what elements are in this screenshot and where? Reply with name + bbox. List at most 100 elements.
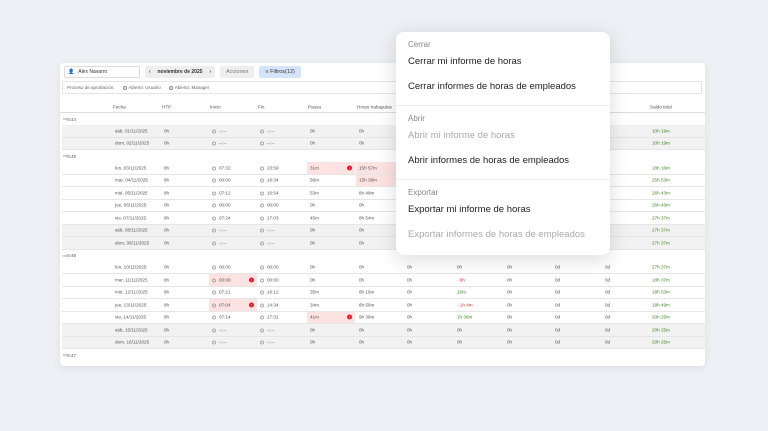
total-balance-value: 18h 16m [652,165,670,171]
htp: 0h [164,240,169,245]
table-row[interactable]: jue, 06/11/2025 0h 00:00 00:00 0h 0h 26h 43m [62,200,705,212]
filters-label: Filtros(12) [270,69,295,75]
balance-cell: 0h [407,290,412,295]
menu-item-export-0[interactable]: Exportar mi informe de horas [408,204,531,215]
clock-icon [212,278,216,283]
column-header[interactable]: Fecha [113,104,126,109]
htp: 8h [164,178,169,183]
worked-hours-value: 6h 56m [359,302,375,308]
start-time-value: 00:00 [219,264,231,270]
prev-month-button[interactable]: ‹ [149,69,151,75]
start-time: 07:12 [212,190,231,195]
approval-option-manager[interactable]: Abierto: Manager [168,85,209,90]
end-time-value: --:-- [267,240,275,246]
date: dom, 16/11/2025 [115,340,149,345]
total-balance-value: 27h 37m [652,240,670,246]
start-time-value: 00:00 [219,177,231,183]
worked-hours: 0h [359,141,364,146]
balance-cell-value: 0d [555,264,561,270]
balance-cell-value: 0h [507,302,513,308]
total-balance: 20h 25m [652,340,670,345]
column-header[interactable]: Horas trabajadas [357,104,392,109]
htp: 8h [164,215,169,220]
total-balance: 18h 49m [652,302,670,307]
htp: 8h [164,315,169,320]
table-row[interactable]: dom, 16/11/2025 0h --:-- --:-- 0h 0h 0h 0h 0h 0d 0… [62,336,705,349]
pause: 41m [310,315,319,320]
alert-cell-bg [356,162,404,174]
alert-icon: ! [249,277,254,283]
start-time: 00:00 [212,265,231,270]
end-time-value: 00:00 [267,264,279,270]
date-value: jue, 06/11/2025 [115,202,147,208]
date: lun, 10/11/2025 [115,265,146,270]
start-time: --:-- [212,327,226,332]
column-header[interactable]: Fin [258,104,265,109]
total-balance-value: 27h 37m [652,264,670,270]
column-header[interactable]: Saldo total [650,104,672,109]
clock-icon [260,265,264,270]
user-selector[interactable]: 👤 Alex Navarro [64,66,140,78]
balance-cell-value: 0d [555,314,561,320]
htp: 0h [164,228,169,233]
month-selector: ‹ noviembre de 2025 › [145,66,215,78]
table-row[interactable]: mié, 05/11/2025 8h 07:12 16:54 53m 8h 48m 26h … [62,187,705,200]
balance-cell: 0h [407,340,412,345]
actions-button[interactable]: Acciones [220,66,255,78]
worked-hours-value: 0h [359,277,365,283]
date-value: jue, 13/11/2025 [115,302,147,308]
week-header[interactable]: ▭ 5:44 [60,113,705,125]
date-value: dom, 09/11/2025 [115,240,150,246]
table-row[interactable]: mar, 11/11/2025 8h! 00:00 00:00 0h 0h 0h - 8h 0h… [62,274,705,287]
pause-value: 35m [310,289,319,295]
worked-hours: 15h 38m [359,178,377,183]
week-header[interactable]: ▭ 5:47 [60,349,705,361]
date: mar, 11/11/2025 [115,277,148,282]
week-header[interactable]: ▭ 5:46 [60,250,705,262]
total-balance-value: 20h 25m [652,327,670,333]
start-time: --:-- [212,128,226,133]
clock-icon [212,141,216,146]
total-balance: 27h 37m [652,240,670,245]
menu-item-close-1[interactable]: Cerrar informes de horas de empleados [408,81,576,92]
worked-hours-value: 0h [359,240,365,246]
column-header[interactable]: Pausa [308,104,322,109]
htp: 8h [164,165,169,170]
table-row[interactable]: sáb, 15/11/2025 0h --:-- --:-- 0h 0h 0h 0h 0h 0d 0… [62,324,705,337]
balance-cell: 0h [407,265,412,270]
clock-icon [260,228,264,233]
balance-cell: 0h [457,265,462,270]
date-value: lun, 10/11/2025 [115,264,147,270]
worked-hours-value: 0h [359,264,365,270]
balance-cell-value: 0h [507,339,513,345]
table-row[interactable]: lun, 10/11/2025 0h 00:00 00:00 0h 0h 0h 0h 0h 0d 0… [62,262,705,274]
total-balance-value: 20h 25m [652,339,670,345]
approval-option-user[interactable]: Abierto: Usuario [122,85,161,90]
clock-icon [260,303,264,308]
table-row[interactable]: vie, 14/11/2025 8h 07:14 17:31! 41m 9h 36m 0h 1… [62,311,705,324]
pause: 0h [310,203,315,208]
next-month-button[interactable]: › [209,69,211,75]
pause: 0h [310,141,315,146]
balance-cell: 0d [605,302,610,307]
pause-value: 56m [310,177,319,183]
date: mar, 04/11/2025 [115,178,148,183]
table-row[interactable]: vie, 07/11/2025 8h 07:24 17:03 45m 8h 54m 27h … [62,212,705,225]
column-header[interactable]: HTP [162,104,172,109]
balance-cell-value: 0d [555,327,561,333]
menu-item-open-1[interactable]: Abrir informes de horas de empleados [408,155,570,166]
filters-button[interactable]: ≡ Filtros(12) [259,66,301,78]
table-row[interactable]: jue, 13/11/2025 8h! 07:04 14:34 34m 6h 56m 0h -… [62,299,705,312]
menu-item-close-0[interactable]: Cerrar mi informe de horas [408,56,522,67]
week-header[interactable]: ▭ 5:45 [60,150,705,162]
balance-cell-value: 0h [407,302,413,308]
alert-cell-bg [209,299,257,311]
column-header[interactable]: Inicio [210,104,221,109]
alert-icon: ! [249,302,254,308]
worked-hours-value: 0h [359,327,365,333]
user-name: Alex Navarro [78,69,108,75]
worked-hours: 8h 16m [359,290,374,295]
end-time: --:-- [260,240,274,245]
table-row[interactable]: mié, 12/11/2025 8h 07:21 16:12 35m 8h 16m 0h 16… [62,287,705,299]
user-icon: 👤 [68,69,75,75]
